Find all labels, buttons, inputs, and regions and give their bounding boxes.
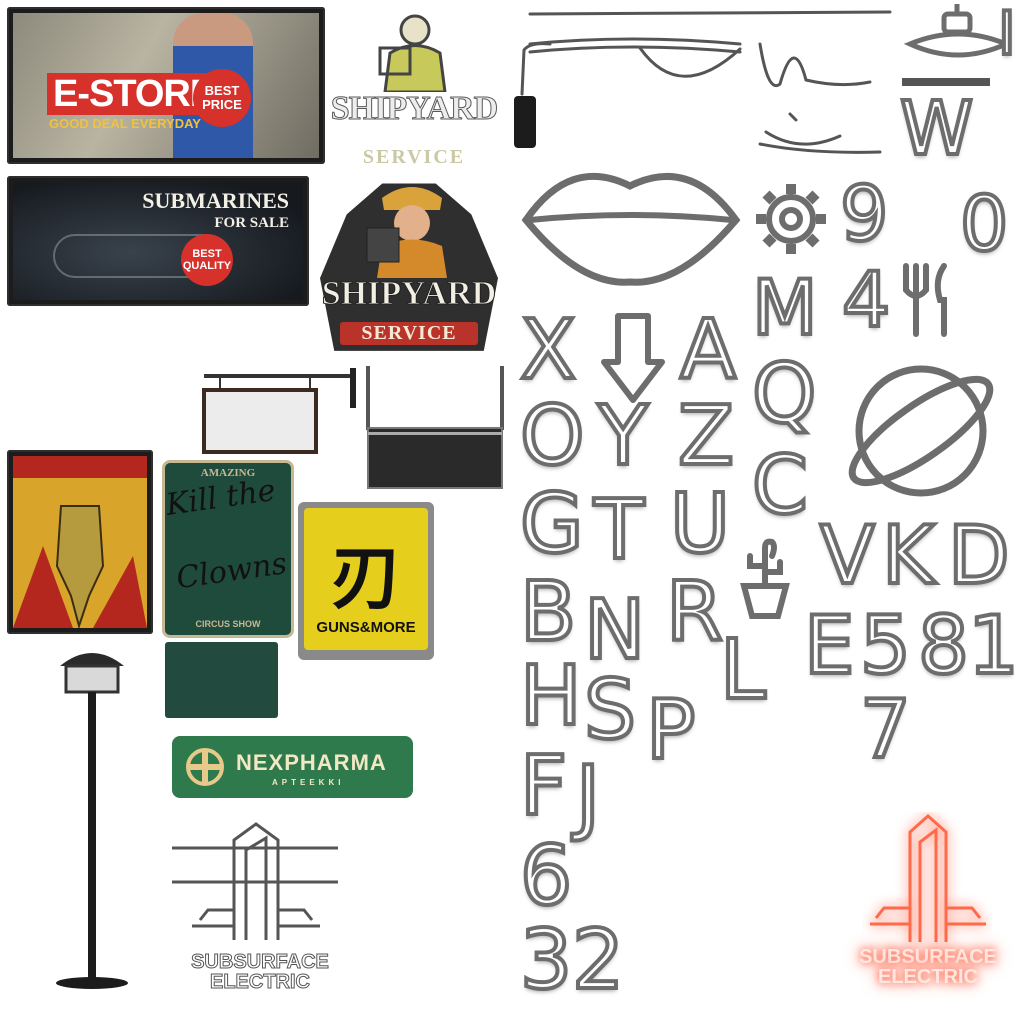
shipyard-badge-subtitle: SERVICE: [340, 322, 478, 345]
neon-glyph-1: 1: [966, 599, 1021, 692]
neon-glyph-B: B: [518, 565, 578, 660]
pharmacy-cross-icon: [186, 748, 224, 786]
neon-glyph-0: 0: [958, 179, 1010, 268]
estore-title: E-STORE: [47, 73, 221, 115]
neon-glyph-M: M: [750, 263, 820, 352]
neon-glyph-A: A: [678, 303, 738, 398]
neon-glyph-P: P: [644, 683, 697, 778]
circus-header: AMAZING: [200, 467, 256, 479]
neon-glyph-Z: Z: [676, 389, 736, 484]
neon-glyph-7: 7: [858, 683, 913, 776]
nexpharma-subtitle: APTEEKKI: [272, 778, 345, 787]
neon-glyph-W: W: [898, 86, 975, 172]
neon-glyph-6: 6: [518, 829, 574, 924]
nexpharma-title: NEXPHARMA: [236, 750, 387, 775]
neon-glyph-O: O: [518, 389, 587, 484]
submarines-subtitle: FOR SALE: [214, 215, 289, 231]
neon-glyph-R: R: [664, 565, 725, 660]
neon-glyph-S: S: [582, 663, 638, 758]
street-lamp-icon: [56, 653, 128, 989]
gear-icon: [756, 184, 826, 254]
neon-glyph-J: J: [574, 749, 602, 844]
neon-glyph-Q: Q: [750, 347, 819, 442]
neon-glyph-V: V: [818, 509, 877, 602]
shipyard-worker-stamp-icon: [378, 14, 447, 92]
neon-glyph-D: D: [946, 509, 1012, 602]
neon-glyph-H: H: [518, 649, 584, 744]
neon-glyph-F: F: [518, 739, 569, 834]
subsurface-neon-logo-icon: [870, 813, 986, 942]
neon-glyph-3: 3: [518, 913, 574, 1008]
submarines-title: SUBMARINES: [142, 188, 289, 213]
circus-poster: AMAZING Kill the Clowns CIRCUS SHOW: [162, 460, 294, 638]
cactus-icon: [740, 538, 790, 619]
neon-glyph-X: X: [518, 303, 578, 398]
best-price-badge: BEST PRICE: [193, 69, 251, 127]
hanging-sign-dark: [366, 366, 504, 489]
estore-subtitle: GOOD DEAL EVERYDAY: [49, 116, 201, 131]
submarine-icon: [902, 4, 1013, 86]
nexpharma-sign: NEXPHARMA APTEEKKI: [172, 736, 413, 798]
planet-icon: [848, 365, 994, 497]
green-blank-plate: [165, 642, 278, 718]
circus-footer: CIRCUS SHOW: [195, 619, 261, 629]
shipyard-stamp-subtitle: SERVICE: [362, 146, 466, 168]
neon-glyph-2: 2: [570, 913, 626, 1008]
subsurface-circuit-logo-icon: [172, 822, 338, 940]
guns-label: GUNS&MORE: [316, 619, 416, 636]
neon-tube-wires: [514, 10, 892, 154]
neon-glyph-9: 9: [838, 169, 890, 258]
neon-glyph-K: K: [880, 509, 937, 602]
neon-glyph-5: 5: [858, 599, 913, 692]
neon-glyph-E: E: [802, 599, 857, 692]
neon-glyph-L: L: [718, 623, 768, 718]
neon-glyph-G: G: [518, 477, 586, 572]
neon-glyph-8: 8: [916, 599, 971, 692]
shipyard-badge-title: SHIPYARD: [321, 275, 497, 313]
worker-portrait-icon: [366, 187, 447, 278]
lips-icon: [521, 172, 741, 286]
neon-glyph-4: 4: [840, 255, 892, 344]
estore-sign: E-STORE GOOD DEAL EVERYDAY BEST PRICE: [7, 7, 325, 164]
subsurface-neon-text: SUBSURFACE ELECTRIC: [859, 946, 997, 988]
guns-and-more-sign: 刃 GUNS&MORE: [298, 502, 434, 660]
neon-glyph-N: N: [582, 583, 647, 678]
subsurface-grey-text: SUBSURFACE ELECTRIC: [191, 951, 330, 993]
arrow-down-icon: [601, 313, 665, 403]
circus-graffiti: Kill the Clowns: [163, 472, 289, 597]
pointing-hand-poster: [7, 450, 153, 634]
neon-glyph-I: I: [996, 0, 1018, 69]
submarines-sign: SUBMARINES FOR SALE BEST QUALITY: [7, 176, 309, 306]
best-quality-badge: BEST QUALITY: [181, 234, 233, 286]
shipyard-stamp-title: SHIPYARD: [330, 90, 498, 128]
neon-glyph-T: T: [592, 483, 646, 578]
neon-glyph-Y: Y: [596, 389, 650, 484]
blade-kanji: 刃: [331, 536, 401, 619]
pointing-hand-icon: [13, 456, 147, 628]
hanging-sign-blank: [202, 368, 356, 454]
neon-glyph-U: U: [668, 477, 732, 572]
fork-knife-icon: [903, 263, 947, 337]
neon-glyph-C: C: [750, 439, 810, 532]
